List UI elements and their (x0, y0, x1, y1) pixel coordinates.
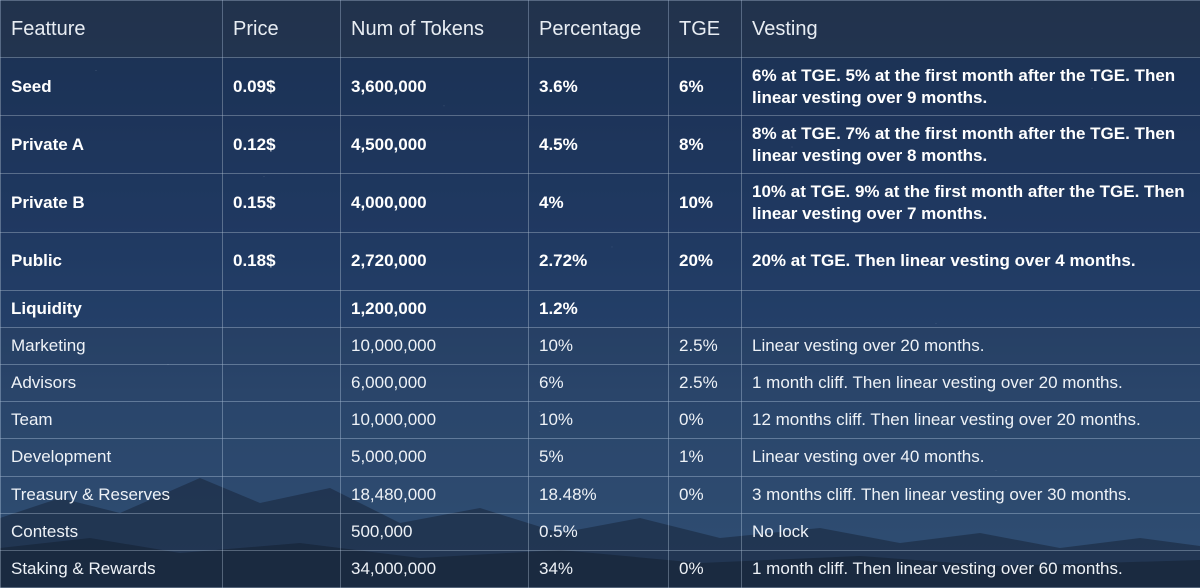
cell-tge: 2.5% (668, 326, 742, 366)
cell-tokens: 10,000,000 (340, 401, 529, 440)
cell-vesting: 3 months cliff. Then linear vesting over… (741, 475, 1200, 514)
header-tge: TGE (668, 0, 742, 58)
table-row: Team 10,000,000 10% 0% 12 months cliff. … (0, 401, 1200, 440)
cell-tokens: 2,720,000 (340, 231, 529, 291)
cell-tge: 0% (668, 549, 742, 588)
cell-tokens: 5,000,000 (340, 438, 529, 477)
header-feature: Featture (0, 0, 223, 58)
cell-tokens: 6,000,000 (340, 364, 529, 403)
cell-percentage: 34% (528, 549, 669, 588)
cell-price: 0.15$ (222, 173, 341, 233)
table-row: Private A 0.12$ 4,500,000 4.5% 8% 8% at … (0, 115, 1200, 175)
cell-feature: Seed (0, 56, 223, 117)
cell-feature: Liquidity (0, 289, 223, 329)
cell-tokens: 1,200,000 (340, 289, 529, 329)
cell-percentage: 5% (528, 438, 669, 477)
cell-percentage: 1.2% (528, 289, 669, 329)
header-percentage: Percentage (528, 0, 669, 58)
cell-vesting: Linear vesting over 40 months. (741, 438, 1200, 477)
table-row: Public 0.18$ 2,720,000 2.72% 20% 20% at … (0, 231, 1200, 291)
cell-tge: 20% (668, 231, 742, 291)
header-vesting: Vesting (741, 0, 1200, 58)
cell-tge: 10% (668, 173, 742, 233)
cell-tokens: 3,600,000 (340, 56, 529, 117)
cell-percentage: 6% (528, 364, 669, 403)
cell-price: 0.18$ (222, 231, 341, 291)
cell-tge: 0% (668, 401, 742, 440)
cell-tokens: 10,000,000 (340, 326, 529, 366)
table-row: Treasury & Reserves 18,480,000 18.48% 0%… (0, 475, 1200, 514)
cell-percentage: 18.48% (528, 475, 669, 514)
cell-tge (668, 289, 742, 329)
cell-tge: 1% (668, 438, 742, 477)
cell-vesting: 12 months cliff. Then linear vesting ove… (741, 401, 1200, 440)
cell-tokens: 4,000,000 (340, 173, 529, 233)
cell-feature: Contests (0, 512, 223, 551)
table-row: Development 5,000,000 5% 1% Linear vesti… (0, 438, 1200, 477)
cell-percentage: 10% (528, 326, 669, 366)
table-row: Advisors 6,000,000 6% 2.5% 1 month cliff… (0, 364, 1200, 403)
cell-percentage: 0.5% (528, 512, 669, 551)
table-row: Contests 500,000 0.5% No lock (0, 512, 1200, 551)
table-row: Private B 0.15$ 4,000,000 4% 10% 10% at … (0, 173, 1200, 233)
cell-tokens: 4,500,000 (340, 115, 529, 175)
cell-vesting: No lock (741, 512, 1200, 551)
cell-vesting (741, 289, 1200, 329)
cell-tokens: 500,000 (340, 512, 529, 551)
cell-feature: Public (0, 231, 223, 291)
cell-tokens: 18,480,000 (340, 475, 529, 514)
cell-price (222, 364, 341, 403)
table-row: Liquidity 1,200,000 1.2% (0, 289, 1200, 329)
cell-feature: Treasury & Reserves (0, 475, 223, 514)
cell-price (222, 289, 341, 329)
cell-feature: Development (0, 438, 223, 477)
cell-percentage: 10% (528, 401, 669, 440)
cell-feature: Staking & Rewards (0, 549, 223, 588)
cell-price (222, 549, 341, 588)
header-num-tokens: Num of Tokens (340, 0, 529, 58)
cell-feature: Private A (0, 115, 223, 175)
cell-vesting: 10% at TGE. 9% at the first month after … (741, 173, 1200, 233)
cell-tge: 6% (668, 56, 742, 117)
table-header-row: Featture Price Num of Tokens Percentage … (0, 0, 1200, 58)
table-row: Seed 0.09$ 3,600,000 3.6% 6% 6% at TGE. … (0, 56, 1200, 117)
cell-tge: 2.5% (668, 364, 742, 403)
cell-vesting: 20% at TGE. Then linear vesting over 4 m… (741, 231, 1200, 291)
cell-feature: Private B (0, 173, 223, 233)
cell-feature: Marketing (0, 326, 223, 366)
cell-price (222, 512, 341, 551)
cell-vesting: 6% at TGE. 5% at the first month after t… (741, 56, 1200, 117)
header-price: Price (222, 0, 341, 58)
cell-price (222, 326, 341, 366)
table-row: Marketing 10,000,000 10% 2.5% Linear ves… (0, 326, 1200, 366)
table-row: Staking & Rewards 34,000,000 34% 0% 1 mo… (0, 549, 1200, 588)
cell-price: 0.12$ (222, 115, 341, 175)
cell-percentage: 3.6% (528, 56, 669, 117)
cell-tokens: 34,000,000 (340, 549, 529, 588)
cell-price (222, 438, 341, 477)
cell-vesting: 8% at TGE. 7% at the first month after t… (741, 115, 1200, 175)
cell-vesting: 1 month cliff. Then linear vesting over … (741, 364, 1200, 403)
cell-price (222, 475, 341, 514)
cell-tge: 8% (668, 115, 742, 175)
cell-tge: 0% (668, 475, 742, 514)
cell-tge (668, 512, 742, 551)
cell-price (222, 401, 341, 440)
cell-vesting: Linear vesting over 20 months. (741, 326, 1200, 366)
cell-feature: Advisors (0, 364, 223, 403)
cell-percentage: 4% (528, 173, 669, 233)
cell-feature: Team (0, 401, 223, 440)
cell-vesting: 1 month cliff. Then linear vesting over … (741, 549, 1200, 588)
cell-percentage: 2.72% (528, 231, 669, 291)
cell-percentage: 4.5% (528, 115, 669, 175)
cell-price: 0.09$ (222, 56, 341, 117)
